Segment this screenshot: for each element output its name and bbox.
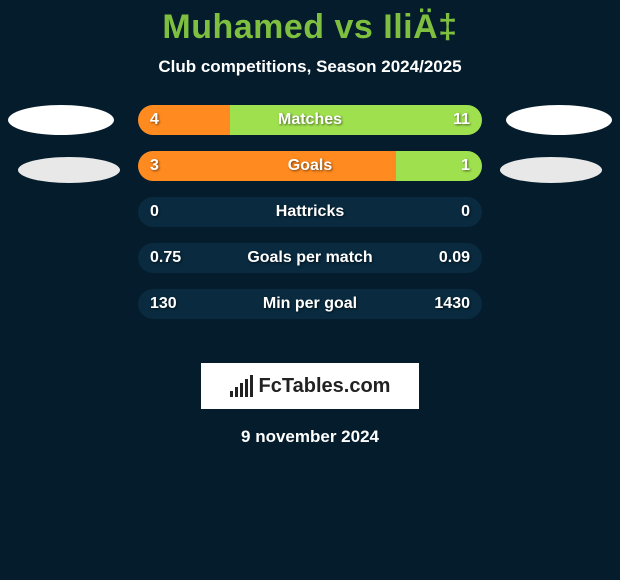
subtitle: Club competitions, Season 2024/2025 bbox=[0, 57, 620, 77]
stat-label: Min per goal bbox=[263, 289, 357, 319]
logo-bar bbox=[235, 387, 238, 397]
logo-text: FcTables.com bbox=[259, 375, 391, 398]
stat-value-right: 0 bbox=[461, 197, 470, 227]
player-left-avatar bbox=[8, 105, 114, 135]
stat-value-left: 130 bbox=[150, 289, 177, 319]
stat-value-left: 3 bbox=[150, 151, 159, 181]
stat-value-right: 1 bbox=[461, 151, 470, 181]
logo-bar bbox=[230, 391, 233, 397]
stat-label: Matches bbox=[278, 105, 342, 135]
stat-row: 130 1430 Min per goal bbox=[138, 289, 482, 319]
stat-value-left: 0.75 bbox=[150, 243, 181, 273]
stat-row: 0 0 Hattricks bbox=[138, 197, 482, 227]
stat-value-right: 0.09 bbox=[439, 243, 470, 273]
comparison-arena: 4 11 Matches 3 1 Goals 0 0 Hattricks 0.75 0.09 Goal… bbox=[0, 105, 620, 345]
logo-bar bbox=[240, 383, 243, 397]
stat-row: 4 11 Matches bbox=[138, 105, 482, 135]
stat-fill-right bbox=[230, 105, 482, 135]
stat-label: Hattricks bbox=[276, 197, 344, 227]
stat-label: Goals per match bbox=[247, 243, 372, 273]
page-title: Muhamed vs IliÄ‡ bbox=[0, 0, 620, 47]
fctables-logo: FcTables.com bbox=[201, 363, 419, 409]
logo-bars-icon bbox=[230, 375, 253, 397]
logo-bar bbox=[245, 379, 248, 397]
stat-value-left: 0 bbox=[150, 197, 159, 227]
snapshot-date: 9 november 2024 bbox=[0, 427, 620, 447]
comparison-card: Muhamed vs IliÄ‡ Club competitions, Seas… bbox=[0, 0, 620, 580]
stat-value-right: 11 bbox=[453, 105, 470, 135]
stat-value-right: 1430 bbox=[434, 289, 470, 319]
stat-row: 3 1 Goals bbox=[138, 151, 482, 181]
stat-fill-left bbox=[138, 151, 396, 181]
player-right-avatar bbox=[506, 105, 612, 135]
stat-row: 0.75 0.09 Goals per match bbox=[138, 243, 482, 273]
stat-bars: 4 11 Matches 3 1 Goals 0 0 Hattricks 0.75 0.09 Goal… bbox=[138, 105, 482, 335]
logo-bar bbox=[250, 375, 253, 397]
player-right-shadow bbox=[500, 157, 602, 183]
player-left-shadow bbox=[18, 157, 120, 183]
stat-value-left: 4 bbox=[150, 105, 159, 135]
stat-label: Goals bbox=[288, 151, 332, 181]
